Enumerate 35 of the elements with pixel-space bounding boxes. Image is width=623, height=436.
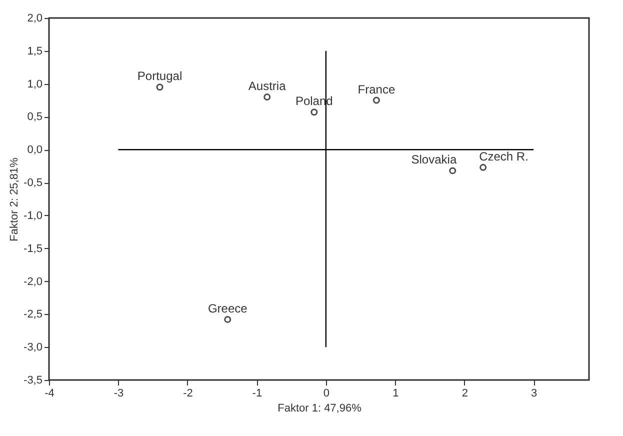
x-tick-label: -1 (252, 388, 262, 400)
x-tick-label: -3 (114, 388, 124, 400)
y-tick-label: -3,5 (24, 374, 42, 386)
point (449, 167, 456, 174)
annotation: Portugal (137, 69, 182, 84)
annotation: Greece (208, 301, 248, 316)
y-tick-label: 1,0 (27, 78, 42, 90)
x-tick-label: 0 (323, 388, 330, 400)
y-tick-label: -2,5 (24, 308, 42, 321)
annotation: Slovakia (411, 152, 457, 167)
y-tick-label: 1,5 (27, 45, 42, 58)
annotation: Austria (248, 78, 286, 93)
y-tick-label: -0,5 (24, 177, 42, 190)
y-tick-label: -1,0 (24, 210, 42, 222)
x-tick-label: -4 (44, 388, 54, 400)
x-tick-label: -2 (183, 388, 193, 400)
point (480, 164, 487, 171)
y-axis-title: Faktor 2: 25,81% (8, 157, 21, 242)
annotation: France (358, 82, 396, 96)
point (156, 84, 164, 91)
annotation: Czech R. (479, 149, 528, 164)
x-axis-title: Faktor 1: 47,96% (278, 402, 362, 414)
y-tick-label: 0,5 (27, 111, 42, 124)
point (372, 96, 380, 104)
y-tick-label: -3,0 (24, 342, 42, 354)
point (310, 108, 318, 116)
y-tick-label: -2,0 (24, 276, 42, 288)
y-tick-label: 2,0 (27, 12, 42, 24)
y-tick-label: 0,0 (27, 144, 42, 156)
x-tick-label: 1 (392, 388, 399, 400)
point (224, 316, 232, 323)
y-tick-label: -1,5 (24, 242, 42, 255)
point (264, 94, 271, 100)
x-tick-label: 2 (462, 388, 468, 400)
x-tick-label: 3 (531, 388, 538, 400)
